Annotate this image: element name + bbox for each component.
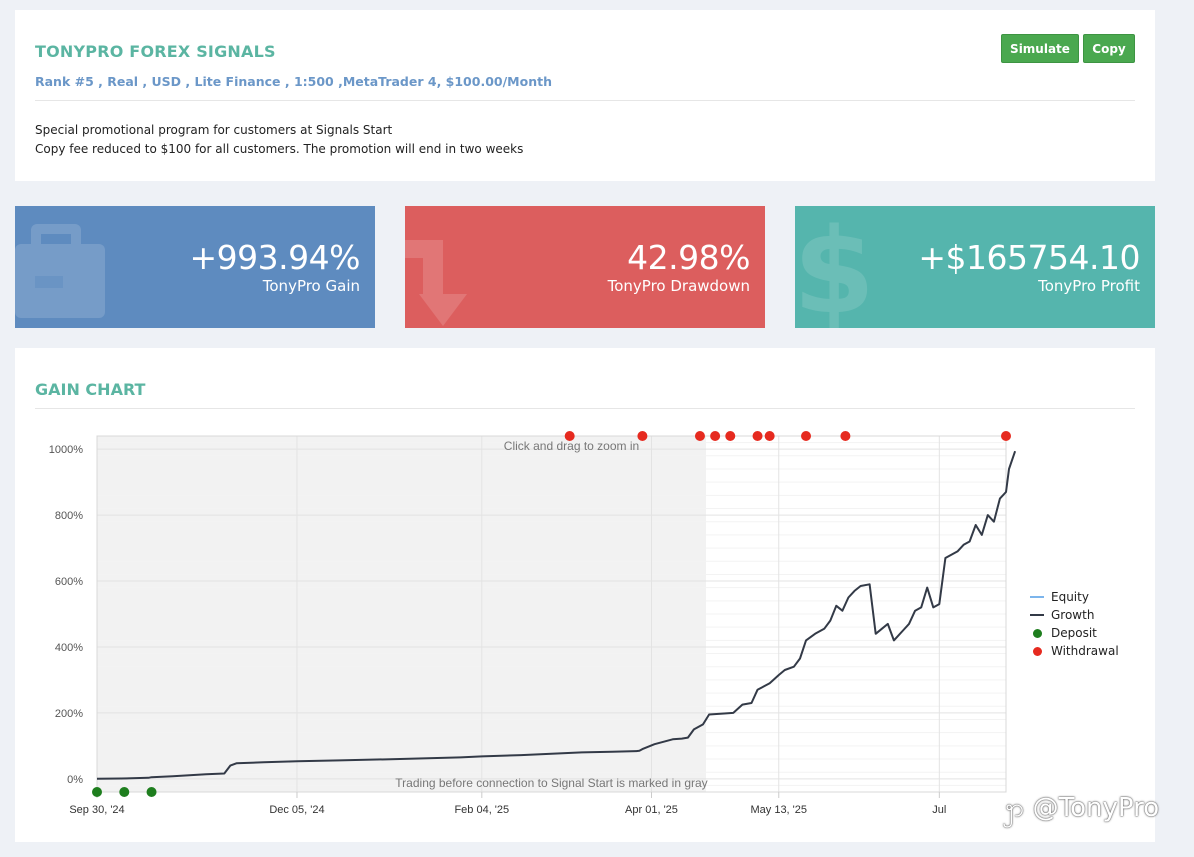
zoom-hint-text: Click and drag to zoom in [504,439,639,453]
signal-header-card: TONYPRO FOREX SIGNALS Rank #5 , Real , U… [15,10,1155,181]
legend-equity-swatch [1030,596,1044,598]
withdrawal-marker[interactable] [564,431,575,441]
legend-item-withdrawal[interactable]: Withdrawal [1029,642,1119,660]
x-tick-label: Jul [932,804,946,816]
drawdown-value: 42.98% [627,238,750,277]
dollar-icon: $ [795,206,875,328]
x-tick-label: May 13, '25 [750,804,807,816]
svg-text:$: $ [795,206,875,328]
plot-border [96,435,1007,793]
briefcase-icon [15,224,105,318]
x-tick-label: Dec 05, '24 [269,804,324,816]
legend-growth-label: Growth [1051,608,1095,622]
x-tick-label: Apr 01, '25 [625,804,678,816]
growth-series-line [96,450,1017,780]
y-tick-label: 1000% [49,444,83,456]
legend-equity-label: Equity [1051,590,1089,604]
withdrawal-marker[interactable] [801,431,812,441]
withdrawal-marker[interactable] [1001,431,1011,441]
withdrawal-marker[interactable] [725,431,736,441]
gain-chart[interactable]: Click and drag to zoom in Trading before… [15,418,1025,857]
promo-line-2: Copy fee reduced to $100 for all custome… [35,142,524,156]
legend-growth-swatch [1030,614,1044,616]
gain-label: TonyPro Gain [262,277,360,295]
deposit-marker[interactable] [119,787,130,797]
gain-stat-box: +993.94% TonyPro Gain [15,206,375,328]
drawdown-label: TonyPro Drawdown [607,277,750,295]
gain-value: +993.94% [189,238,361,277]
signal-title: TONYPRO FOREX SIGNALS [35,42,276,61]
y-tick-label: 200% [55,708,83,720]
drawdown-stat-box: 42.98% TonyPro Drawdown [405,206,765,328]
y-tick-label: 600% [55,576,83,588]
legend-item-equity[interactable]: Equity [1029,588,1119,606]
withdrawal-marker[interactable] [840,431,851,441]
legend-item-deposit[interactable]: Deposit [1029,624,1119,642]
promo-line-1: Special promotional program for customer… [35,123,393,137]
withdrawal-marker[interactable] [637,431,648,441]
gain-chart-card: GAIN CHART Click and drag to zoom in Tra… [15,348,1155,842]
withdrawal-marker[interactable] [752,431,763,441]
legend-deposit-label: Deposit [1051,626,1097,640]
y-tick-label: 400% [55,642,83,654]
withdrawal-marker[interactable] [694,431,705,441]
x-tick-label: Sep 30, '24 [69,804,124,816]
deposit-marker[interactable] [146,787,157,797]
profit-stat-box: $ +$165754.10 TonyPro Profit [795,206,1155,328]
gain-chart-title: GAIN CHART [35,380,146,399]
withdrawal-marker[interactable] [764,431,775,441]
promo-text: Special promotional program for customer… [35,121,523,159]
profit-label: TonyPro Profit [1038,277,1140,295]
y-tick-label: 800% [55,510,83,522]
tonypro-watermark: ꩭ @TonyPro [1003,793,1160,823]
y-tick-label: 0% [67,774,83,786]
simulate-button[interactable]: Simulate [1001,34,1079,63]
signal-details: Rank #5 , Real , USD , Lite Finance , 1:… [35,74,552,89]
deposit-marker[interactable] [92,787,102,797]
x-tick-label: Feb 04, '25 [454,804,509,816]
header-divider [35,100,1135,101]
chart-divider [35,408,1135,409]
arrow-down-icon [405,240,467,326]
legend-withdrawal-swatch [1032,646,1042,656]
gray-region-note: Trading before connection to Signal Star… [395,776,707,790]
chart-legend: Equity Growth Deposit Withdrawal [1029,588,1119,660]
profit-value: +$165754.10 [918,238,1140,277]
legend-item-growth[interactable]: Growth [1029,606,1119,624]
legend-withdrawal-label: Withdrawal [1051,644,1119,658]
copy-button[interactable]: Copy [1083,34,1135,63]
withdrawal-marker[interactable] [710,431,721,441]
legend-deposit-swatch [1032,628,1042,638]
